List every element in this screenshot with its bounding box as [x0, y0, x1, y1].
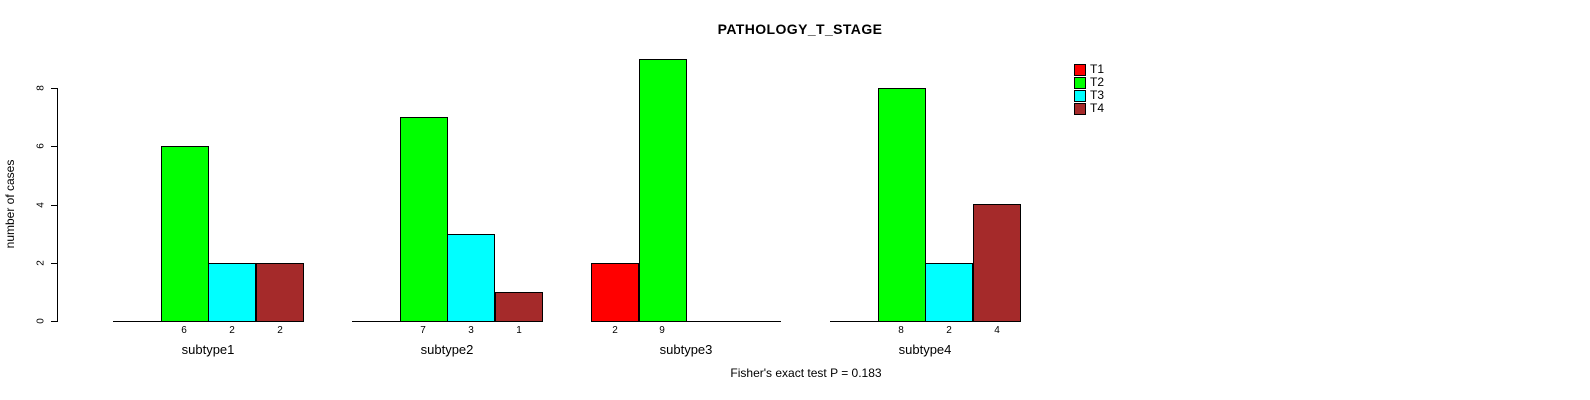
bar-value-label: 2 — [229, 325, 235, 336]
legend: T1 T2 T3 T4 — [1074, 63, 1104, 115]
legend-swatch-T3 — [1074, 89, 1086, 102]
bar-value-label: 8 — [898, 325, 904, 336]
legend-label-T4: T4 — [1090, 101, 1105, 115]
bar-T3-subtype2 — [447, 234, 495, 322]
y-axis-tick — [51, 146, 57, 148]
bar-T2-subtype1 — [161, 146, 209, 322]
fisher-test-caption: Fisher's exact test P = 0.183 — [730, 366, 882, 380]
bar-value-label: 1 — [516, 325, 522, 336]
y-axis-tick-label: 0 — [35, 318, 47, 324]
y-axis-tick — [51, 88, 57, 90]
y-axis-tick — [51, 263, 57, 265]
bar-value-label: 2 — [277, 325, 283, 336]
bar-value-label: 3 — [468, 325, 474, 336]
bar-T4-subtype4 — [973, 204, 1021, 322]
bar-T1-subtype3 — [591, 263, 639, 322]
legend-label-T3: T3 — [1090, 88, 1105, 102]
bar-value-label: 9 — [659, 325, 665, 336]
legend-label-T2: T2 — [1090, 75, 1105, 89]
legend-item-T1: T1 — [1074, 63, 1104, 76]
legend-swatch-T1 — [1074, 63, 1086, 76]
bar-T2-subtype3 — [639, 59, 687, 322]
legend-item-T4: T4 — [1074, 102, 1104, 115]
bar-T2-subtype4 — [878, 88, 926, 322]
y-axis-tick-label: 6 — [35, 143, 47, 149]
legend-swatch-T2 — [1074, 76, 1086, 89]
bar-value-label: 7 — [420, 325, 426, 336]
chart-title: PATHOLOGY_T_STAGE — [717, 21, 883, 37]
legend-item-T2: T2 — [1074, 76, 1104, 89]
legend-item-T3: T3 — [1074, 89, 1104, 102]
bar-value-label: 2 — [612, 325, 618, 336]
y-axis-tick-label: 2 — [35, 260, 47, 266]
y-axis-tick — [51, 205, 57, 207]
y-axis-tick-label: 8 — [35, 85, 47, 91]
legend-label-T1: T1 — [1090, 62, 1105, 76]
bar-T2-subtype2 — [400, 117, 448, 322]
bar-T4-subtype1 — [256, 263, 304, 322]
bar-value-label: 4 — [994, 325, 1000, 336]
x-category-label: subtype4 — [898, 342, 952, 357]
x-category-label: subtype3 — [659, 342, 713, 357]
bar-T3-subtype1 — [208, 263, 256, 322]
bar-T4-subtype2 — [495, 292, 543, 322]
bar-value-label: 2 — [946, 325, 952, 336]
y-axis-line — [57, 88, 59, 322]
y-axis-tick-label: 4 — [35, 202, 47, 208]
bar-T3-subtype4 — [925, 263, 973, 322]
y-axis-tick — [51, 321, 57, 323]
bar-value-label: 6 — [181, 325, 187, 336]
legend-swatch-T4 — [1074, 102, 1086, 115]
x-category-label: subtype2 — [420, 342, 474, 357]
x-category-label: subtype1 — [181, 342, 235, 357]
